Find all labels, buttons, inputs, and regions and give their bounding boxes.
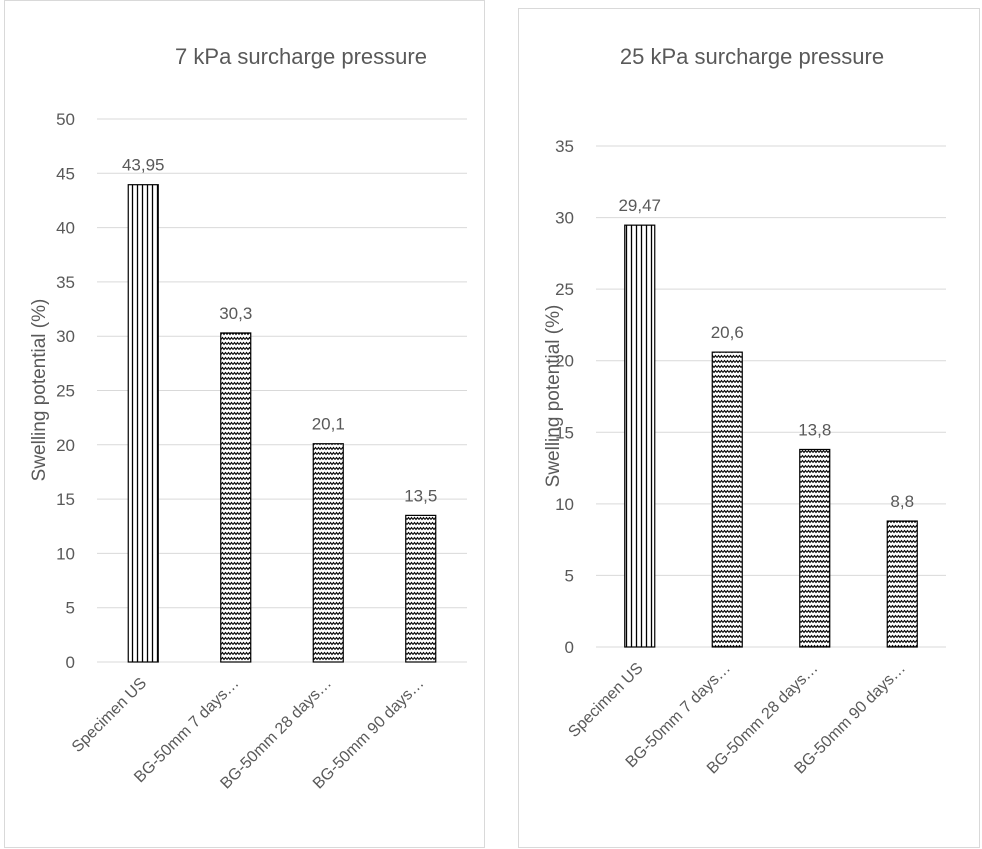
chart-title: 25 kPa surcharge pressure [620, 44, 884, 69]
bar-4 [886, 520, 918, 648]
data-label: 30,3 [219, 304, 252, 323]
y-tick-label: 40 [56, 219, 75, 238]
data-label: 13,8 [798, 420, 831, 439]
y-axis-label: Swelling potential (%) [543, 305, 564, 488]
y-tick-label: 5 [565, 566, 574, 585]
y-tick-label: 30 [555, 209, 574, 228]
y-tick-label: 10 [555, 495, 574, 514]
y-tick-label: 50 [56, 110, 75, 129]
y-tick-label: 30 [56, 327, 75, 346]
y-tick-label: 10 [56, 544, 75, 563]
chart-7kpa: 7 kPa surcharge pressure Swelling potenti… [29, 44, 467, 792]
bar-1 [127, 184, 159, 663]
data-label: 20,1 [312, 415, 345, 434]
y-tick-label: 45 [56, 164, 75, 183]
y-tick-label: 0 [565, 638, 574, 657]
y-tick-label: 20 [555, 352, 574, 371]
y-tick-label: 15 [56, 490, 75, 509]
bar-3 [799, 448, 831, 648]
y-tick-label: 35 [56, 273, 75, 292]
bar-1 [624, 224, 656, 648]
bar-2 [220, 332, 252, 663]
chart-25kpa: 25 kPa surcharge pressure Swelling potent… [543, 44, 946, 777]
y-tick-label: 15 [555, 423, 574, 442]
chart-panel-25kpa: 25 kPa surcharge pressure Swelling potent… [518, 8, 980, 848]
chart-title: 7 kPa surcharge pressure [175, 44, 427, 69]
bar-3 [312, 443, 344, 663]
y-tick-label: 20 [56, 436, 75, 455]
bar-2 [711, 351, 743, 648]
y-axis-label: Swelling potential (%) [29, 299, 50, 482]
data-label: 43,95 [122, 156, 165, 175]
y-tick-label: 5 [66, 599, 75, 618]
data-label: 13,5 [404, 486, 437, 505]
category-label: BG-50mm 7 days… [131, 675, 242, 786]
y-tick-label: 0 [66, 653, 75, 672]
chart-panel-7kpa: 7 kPa surcharge pressure Swelling potenti… [4, 0, 485, 848]
category-label: Specimen US [69, 675, 150, 756]
data-label: 20,6 [711, 323, 744, 342]
data-label: 29,47 [618, 196, 661, 215]
category-label: Specimen US [565, 660, 646, 741]
y-tick-label: 25 [555, 280, 574, 299]
y-tick-label: 25 [56, 382, 75, 401]
y-tick-label: 35 [555, 137, 574, 156]
data-label: 8,8 [890, 492, 914, 511]
bar-4 [405, 514, 437, 663]
